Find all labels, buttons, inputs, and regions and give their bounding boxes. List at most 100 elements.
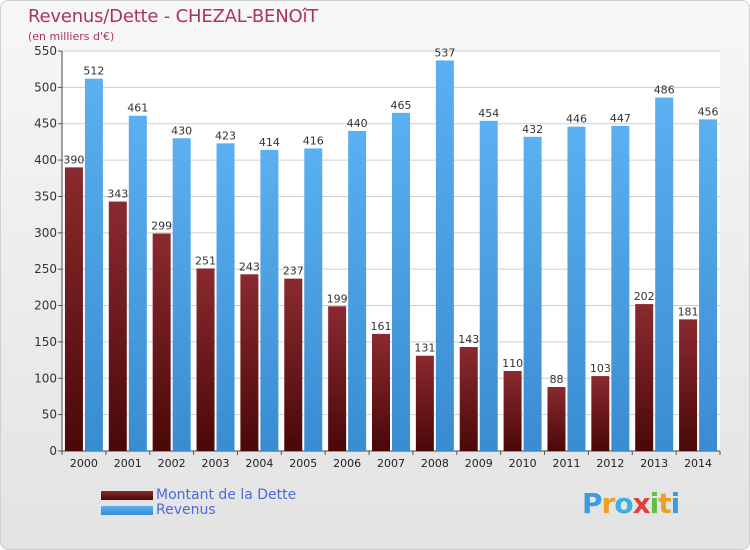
data-label-dette: 131 [414, 342, 435, 355]
bar-dette [591, 376, 610, 451]
bar-dette [64, 167, 83, 451]
x-tick-label: 2000 [70, 457, 98, 470]
logo-letter: t [658, 487, 671, 520]
data-label-revenus: 465 [391, 99, 412, 112]
data-label-revenus: 461 [127, 102, 148, 115]
x-tick-label: 2009 [465, 457, 493, 470]
data-label-revenus: 512 [83, 65, 104, 78]
logo-letter: r [601, 487, 616, 520]
data-label-dette: 390 [63, 153, 84, 166]
bar-revenus [392, 112, 410, 452]
logo-letter: i [670, 487, 681, 520]
y-tick-label: 500 [34, 80, 57, 94]
data-label-dette: 243 [239, 260, 260, 273]
bar-dette [152, 233, 171, 451]
bar-revenus [216, 143, 235, 451]
x-tick-label: 2006 [333, 457, 361, 470]
data-label-dette: 110 [502, 357, 523, 370]
x-tick-label: 2002 [158, 457, 186, 470]
bar-revenus [523, 136, 542, 451]
chart-title: Revenus/Dette - CHEZAL-BENOîT [28, 6, 319, 27]
data-label-dette: 103 [590, 362, 611, 375]
bar-revenus [348, 131, 367, 451]
data-label-revenus: 416 [303, 134, 324, 147]
data-label-dette: 343 [107, 188, 128, 201]
logo-letter: P [582, 487, 603, 520]
y-tick-label: 350 [34, 189, 57, 203]
data-label-revenus: 486 [654, 84, 675, 97]
data-label-dette: 161 [371, 320, 392, 333]
data-label-revenus: 537 [434, 46, 455, 59]
bar-revenus [260, 149, 279, 451]
bar-revenus [304, 148, 323, 452]
logo-letter: x [632, 487, 651, 520]
data-label-revenus: 454 [478, 107, 499, 120]
logo-letter: i [649, 487, 660, 520]
bar-revenus [655, 97, 674, 451]
bar-dette [328, 306, 347, 451]
bar-dette [679, 319, 698, 451]
y-tick-label: 300 [34, 226, 57, 240]
bar-dette [240, 274, 259, 451]
y-tick-label: 250 [34, 262, 57, 276]
y-tick-label: 100 [34, 371, 57, 385]
x-tick-label: 2010 [509, 457, 537, 470]
legend-label-revenus: Revenus [156, 502, 216, 518]
bar-dette [372, 333, 390, 451]
data-label-revenus: 440 [347, 117, 368, 130]
y-tick-label: 400 [34, 153, 57, 167]
legend-swatch-revenus [101, 506, 153, 515]
data-label-dette: 88 [549, 373, 563, 386]
data-label-dette: 199 [327, 292, 348, 305]
bar-dette [459, 347, 478, 451]
data-label-dette: 299 [151, 220, 172, 233]
data-label-dette: 143 [458, 333, 479, 346]
y-tick-label: 150 [34, 335, 57, 349]
x-tick-label: 2011 [552, 457, 580, 470]
data-label-revenus: 446 [566, 113, 587, 126]
y-tick-label: 50 [42, 408, 57, 422]
x-tick-label: 2001 [114, 457, 142, 470]
legend-label-dette: Montant de la Dette [156, 487, 297, 503]
data-label-revenus: 447 [610, 112, 631, 125]
y-tick-label: 450 [34, 117, 57, 131]
legend-swatch-dette [101, 491, 153, 500]
x-tick-label: 2008 [421, 457, 449, 470]
bar-revenus [611, 125, 630, 451]
data-label-revenus: 414 [259, 136, 280, 149]
bar-revenus [435, 60, 454, 452]
y-tick-label: 200 [34, 299, 57, 313]
bar-revenus [172, 138, 191, 452]
data-label-dette: 181 [678, 305, 699, 318]
x-tick-label: 2014 [684, 457, 712, 470]
chart-subtitle: (en milliers d'€) [28, 30, 115, 43]
data-label-revenus: 456 [698, 105, 719, 118]
bar-revenus [84, 78, 103, 452]
x-tick-label: 2012 [596, 457, 624, 470]
proxiti-logo: Proxiti [582, 487, 681, 520]
bar-dette [503, 371, 522, 451]
bar-dette [284, 278, 303, 451]
bar-revenus [479, 120, 498, 452]
data-label-revenus: 430 [171, 124, 192, 137]
x-tick-label: 2004 [245, 457, 273, 470]
x-tick-label: 2003 [202, 457, 230, 470]
x-tick-label: 2013 [640, 457, 668, 470]
plot-area [62, 51, 720, 451]
bar-dette [108, 201, 127, 451]
data-label-dette: 251 [195, 254, 216, 267]
bar-dette [415, 355, 434, 451]
bar-revenus [699, 119, 718, 451]
bar-dette [547, 387, 566, 451]
data-label-revenus: 423 [215, 129, 236, 142]
x-tick-label: 2005 [289, 457, 317, 470]
y-tick-label: 550 [34, 44, 57, 58]
y-tick-label: 0 [49, 444, 57, 458]
data-label-dette: 202 [634, 290, 655, 303]
logo-letter: o [614, 487, 633, 520]
bar-dette [635, 304, 654, 451]
bar-revenus [128, 115, 147, 452]
x-tick-label: 2007 [377, 457, 405, 470]
